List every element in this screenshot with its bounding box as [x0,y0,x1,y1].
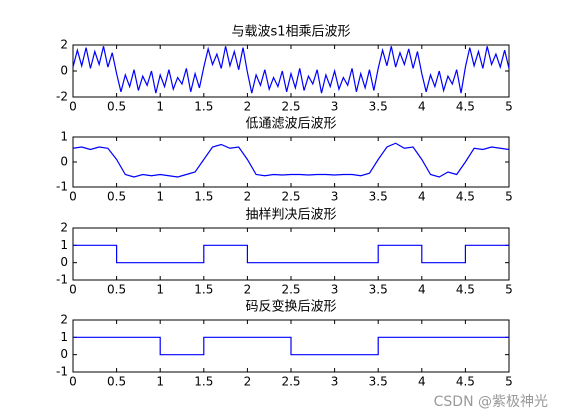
axes-box [72,227,510,281]
x-tick-label: 1.5 [194,100,213,114]
x-tick-label: 1 [156,283,164,297]
y-tick-label: 1 [60,238,68,252]
x-tick-label: 0 [69,375,77,389]
x-tick-label: 0 [69,283,77,297]
y-tick-label: 1 [60,330,68,344]
x-tick-label: 3.5 [369,100,388,114]
subplot-title: 抽样判决后波形 [245,208,336,223]
x-tick-label: 2.5 [281,283,300,297]
y-tick-label: 2 [60,38,68,52]
x-tick-label: 2.5 [281,375,300,389]
x-tick-label: 3 [331,190,339,204]
x-tick-label: 0 [69,100,77,114]
x-tick-label: 5 [505,190,513,204]
x-tick-label: 0 [69,190,77,204]
x-tick-label: 5 [505,375,513,389]
subplot-title: 码反变换后波形 [245,299,336,315]
x-tick-label: 1.5 [194,375,213,389]
x-tick-label: 2 [244,100,252,114]
y-tick-label: 2 [60,221,68,235]
y-tick-label: 0 [60,255,68,269]
x-tick-label: 0.5 [107,283,126,297]
y-tick-label: 2 [60,313,68,327]
x-tick-label: 1.5 [194,190,213,204]
x-tick-label: 3 [331,283,339,297]
x-tick-label: 4.5 [456,283,475,297]
x-tick-label: 1 [156,375,164,389]
x-tick-label: 3.5 [369,190,388,204]
x-tick-label: 1 [156,190,164,204]
y-tick-label: 0 [60,64,68,78]
x-tick-label: 4 [418,100,426,114]
signal-line [72,142,510,178]
x-tick-label: 5 [505,100,513,114]
x-tick-label: 4 [418,283,426,297]
subplot-title: 与载波s1相乘后波形 [231,25,350,40]
x-tick-label: 3.5 [369,375,388,389]
axes-box [72,44,510,98]
x-tick-label: 4.5 [456,190,475,204]
x-tick-label: 3.5 [369,283,388,297]
x-tick-label: 2 [244,283,252,297]
x-tick-label: 0.5 [107,375,126,389]
x-tick-label: 0.5 [107,100,126,114]
y-tick-label: 0 [60,155,68,169]
y-tick-label: -1 [56,273,68,287]
x-tick-label: 3 [331,100,339,114]
x-tick-label: 2.5 [281,190,300,204]
x-tick-label: 4.5 [456,100,475,114]
axes-box [72,136,510,188]
y-tick-label: 1 [60,130,68,144]
x-tick-label: 4 [418,190,426,204]
x-tick-label: 4 [418,375,426,389]
y-tick-label: -1 [56,180,68,194]
x-tick-label: 2.5 [281,100,300,114]
y-tick-label: -1 [56,365,68,379]
x-tick-label: 1 [156,100,164,114]
x-tick-label: 4.5 [456,375,475,389]
x-tick-label: 5 [505,283,513,297]
signal-line [72,46,510,94]
y-tick-label: 0 [60,347,68,361]
x-tick-label: 2 [244,190,252,204]
y-tick-label: -2 [56,90,68,104]
signal-line [73,244,509,264]
x-tick-label: 3 [331,375,339,389]
subplot-title: 低通滤波后波形 [245,117,336,132]
signal-line [73,336,509,356]
x-tick-label: 1.5 [194,283,213,297]
watermark: CSDN @紫极神光 [434,394,548,410]
x-tick-label: 0.5 [107,190,126,204]
x-tick-label: 2 [244,375,252,389]
